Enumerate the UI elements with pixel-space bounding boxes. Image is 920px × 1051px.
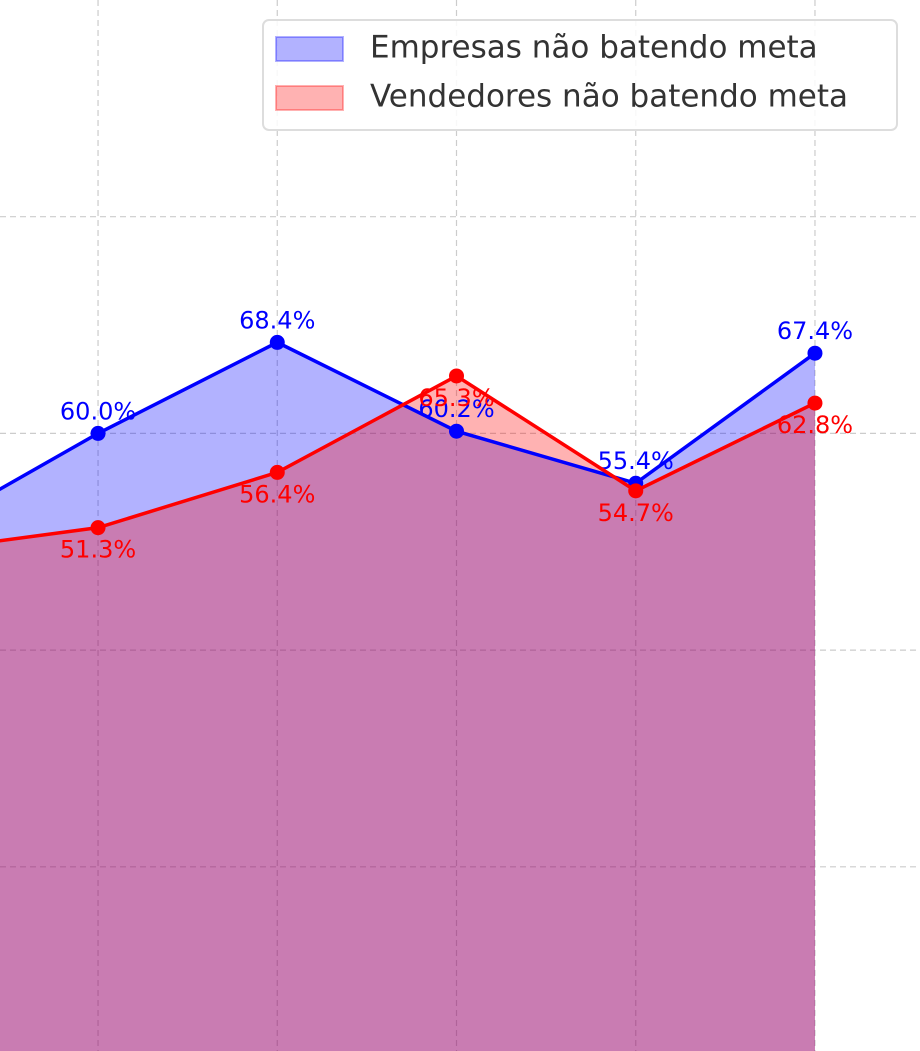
value-label: 65.3% [418,384,494,412]
legend-label: Vendedores não batendo meta [370,79,848,115]
line [0,373,816,543]
point [449,423,465,439]
point [269,464,285,480]
legend-label: Empresas não batendo meta [370,30,818,66]
value-label: 60.0% [60,397,136,425]
value-label: 60.2% [418,395,494,423]
value-label: 62.8% [777,411,853,439]
legend-box [262,19,898,131]
area [0,342,815,1051]
point [449,368,465,384]
point [90,425,106,441]
value-label: 68.4% [239,306,315,334]
value-label: 54.7% [598,499,674,527]
value-label: 55.4% [598,447,674,475]
line [0,340,816,492]
point [628,483,644,499]
area [0,375,815,1051]
value-label: 51.3% [60,536,136,564]
legend-swatch [275,85,344,111]
point [807,345,823,361]
legend-swatch [275,36,344,62]
point [807,395,823,411]
point [269,334,285,350]
point [90,520,106,536]
value-label: 56.4% [239,480,315,508]
value-label: 67.4% [777,317,853,345]
